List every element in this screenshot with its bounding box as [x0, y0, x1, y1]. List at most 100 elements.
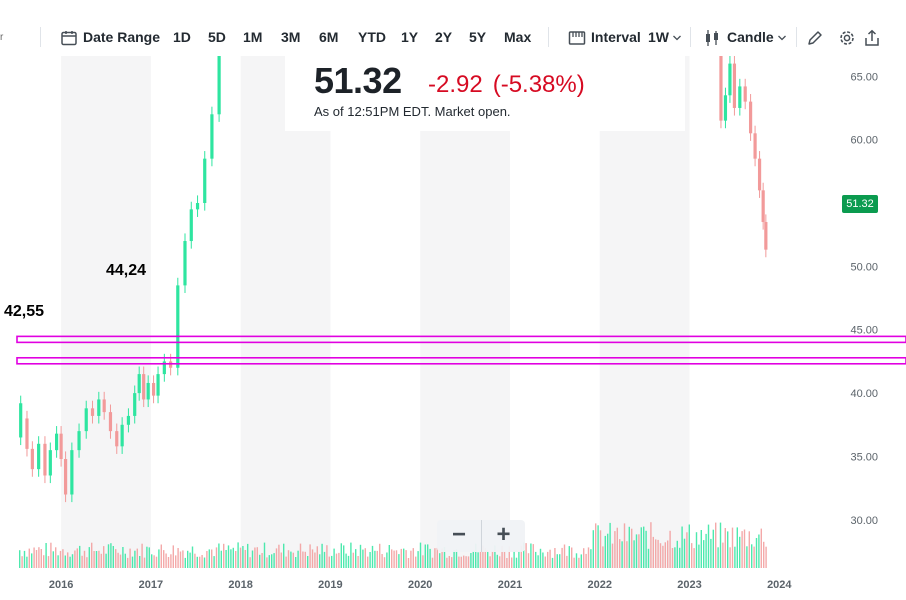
volume-bar: [655, 539, 657, 568]
quote-timestamp: As of 12:51PM EDT. Market open.: [314, 104, 511, 119]
volume-bar: [398, 554, 400, 568]
volume-bar: [134, 550, 136, 568]
chevron-down-icon[interactable]: [777, 33, 787, 43]
volume-bar: [103, 546, 105, 568]
candle: [25, 418, 29, 449]
volume-bar: [674, 547, 676, 568]
volume-bar: [484, 548, 486, 568]
volume-bar: [494, 545, 496, 568]
volume-bar: [475, 543, 477, 568]
volume-bar: [266, 557, 268, 568]
volume-bar: [542, 552, 544, 568]
candle: [43, 443, 47, 476]
chevron-down-icon[interactable]: [672, 33, 682, 43]
volume-bar: [621, 541, 623, 568]
range-5y-button[interactable]: 5Y: [469, 29, 487, 45]
volume-bar: [487, 550, 489, 568]
volume-bar: [259, 554, 261, 568]
volume-bar: [427, 544, 429, 568]
volume-bar: [184, 557, 186, 568]
volume-bar: [479, 550, 482, 568]
interval-icon[interactable]: [568, 29, 586, 47]
range-1y-button[interactable]: 1Y: [401, 29, 419, 45]
volume-bar: [314, 552, 316, 568]
volume-bar: [441, 548, 443, 568]
range-6m-button[interactable]: 6M: [319, 29, 339, 45]
volume-bar: [239, 547, 242, 568]
pencil-icon[interactable]: [806, 29, 824, 47]
price-change-abs: -2.92: [428, 71, 483, 98]
range-ytd-button[interactable]: YTD: [358, 29, 386, 45]
volume-bar: [220, 550, 222, 568]
candle: [162, 361, 166, 375]
range-2y-button[interactable]: 2Y: [435, 29, 453, 45]
volume-bar: [417, 551, 419, 568]
annotation-label-upper: 44,24: [106, 262, 147, 279]
chart-type-button[interactable]: Candle: [727, 29, 774, 45]
gear-icon[interactable]: [838, 29, 856, 47]
zoom-out-button[interactable]: −: [451, 521, 466, 548]
volume-bar: [235, 551, 237, 568]
volume-bar: [338, 552, 340, 568]
volume-bar: [525, 543, 527, 568]
x-tick-label: 2017: [139, 579, 163, 591]
volume-bar: [571, 547, 573, 568]
volume-bar: [623, 523, 626, 568]
volume-bar: [489, 556, 491, 568]
volume-bar: [160, 544, 162, 568]
date-range-button[interactable]: Date Range: [83, 29, 161, 45]
y-tick-label: 60.00: [850, 135, 878, 147]
zoom-in-button[interactable]: +: [481, 520, 525, 552]
calendar-icon[interactable]: [60, 29, 78, 47]
volume-bar: [69, 556, 71, 568]
volume-bar: [573, 557, 575, 568]
volume-bar: [393, 550, 395, 568]
range-5d-button[interactable]: 5D: [208, 29, 226, 45]
volume-bar: [753, 546, 755, 568]
volume-bar: [45, 543, 47, 568]
volume-bar: [743, 529, 746, 568]
volume-bar: [731, 527, 734, 568]
volume-bar: [215, 547, 218, 568]
volume-bar: [189, 552, 191, 568]
share-icon[interactable]: [863, 29, 881, 47]
volume-bar: [650, 522, 652, 568]
volume-bar: [321, 543, 323, 568]
range-3m-button[interactable]: 3M: [281, 29, 301, 45]
volume-bar: [59, 550, 62, 568]
volume-bar: [127, 557, 129, 568]
y-tick-label: 45.00: [850, 325, 878, 337]
volume-bar: [76, 548, 78, 568]
range-1d-button[interactable]: 1D: [173, 29, 191, 45]
volume-bar: [131, 556, 134, 568]
volume-bar: [167, 557, 170, 568]
volume-bar: [335, 553, 338, 568]
interval-value[interactable]: 1W: [648, 29, 669, 45]
volume-bar: [527, 553, 530, 568]
volume-bar: [345, 553, 347, 568]
volume-bar: [640, 527, 642, 568]
candle: [115, 431, 119, 447]
price-change-pct: (-5.38%): [492, 71, 585, 98]
volume-bar: [429, 548, 431, 568]
candle: [137, 374, 141, 394]
candle: [183, 241, 187, 286]
volume-bar: [607, 533, 609, 568]
volume-bar: [208, 549, 210, 568]
volume-bar: [319, 554, 321, 568]
volume-bar: [412, 548, 414, 568]
price-chart[interactable]: 30.0035.0040.0045.0050.0055.0060.0065.00…: [0, 56, 906, 600]
volume-bar: [350, 542, 352, 568]
range-1m-button[interactable]: 1M: [243, 29, 263, 45]
volume-bar: [187, 550, 189, 568]
interval-label[interactable]: Interval: [591, 29, 641, 45]
candle: [748, 101, 753, 134]
volume-bar: [307, 556, 309, 568]
volume-bar: [369, 552, 371, 568]
candle: [126, 415, 131, 425]
volume-bar: [585, 553, 587, 568]
range-max-button[interactable]: Max: [504, 29, 532, 45]
volume-bar: [434, 548, 436, 568]
candle-icon[interactable]: [703, 29, 721, 47]
candle: [732, 63, 737, 108]
